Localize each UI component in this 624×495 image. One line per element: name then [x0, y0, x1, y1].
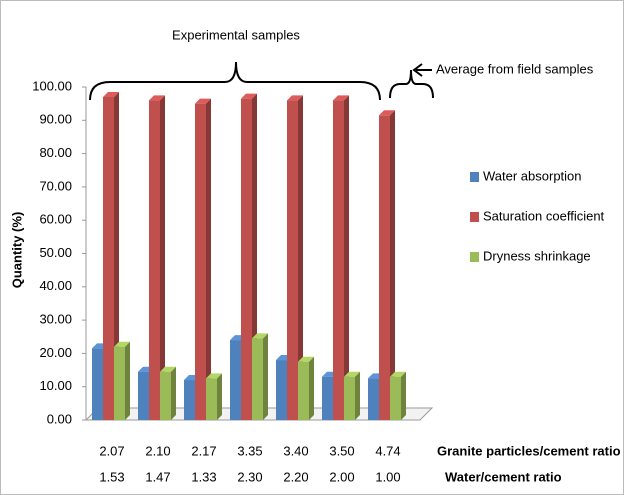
- bar-side: [217, 373, 222, 420]
- bar-top: [241, 93, 257, 99]
- bar: [114, 346, 125, 420]
- bar: [344, 376, 355, 420]
- bar: [333, 100, 344, 420]
- bar: [184, 380, 195, 420]
- x-tick-label: 2.10: [145, 443, 170, 458]
- legend-label: Water absorption: [483, 168, 582, 183]
- bar: [298, 361, 309, 420]
- bar-side: [309, 356, 314, 420]
- bar-top: [103, 91, 119, 97]
- bar: [230, 340, 241, 420]
- x-row-label: Granite particles/cement ratio: [437, 443, 621, 458]
- x-tick-label: 1.47: [145, 469, 170, 484]
- bar: [322, 376, 333, 420]
- bar: [241, 98, 252, 420]
- x-tick-label: 2.00: [329, 469, 354, 484]
- bar-top: [287, 95, 303, 101]
- bar-top: [149, 95, 165, 101]
- annotation: Average from field samples: [436, 61, 594, 76]
- x-tick-label: 2.07: [99, 443, 124, 458]
- y-tick-label: 0.00: [47, 411, 72, 426]
- y-tick-label: 10.00: [39, 378, 72, 393]
- x-tick-label: 3.40: [283, 443, 308, 458]
- bar: [92, 348, 103, 420]
- bar: [379, 115, 390, 421]
- bar: [287, 100, 298, 420]
- bar-top: [195, 98, 211, 104]
- x-row-label: Water/cement ratio: [445, 469, 562, 484]
- bar-side: [401, 371, 406, 420]
- x-tick-label: 2.30: [237, 469, 262, 484]
- y-tick-label: 60.00: [39, 212, 72, 227]
- bar-side: [171, 366, 176, 420]
- bar-top: [344, 371, 360, 377]
- bar-side: [390, 110, 395, 421]
- legend-label: Saturation coefficient: [483, 208, 605, 223]
- legend-swatch: [470, 172, 479, 182]
- bar-side: [125, 341, 130, 420]
- bar: [149, 100, 160, 420]
- bar-side: [114, 91, 119, 421]
- bar-top: [206, 373, 222, 379]
- y-tick-label: 50.00: [39, 245, 72, 260]
- x-tick-label: 3.35: [237, 443, 262, 458]
- annotation: Experimental samples: [172, 27, 300, 42]
- bar-top: [390, 371, 406, 377]
- y-tick-label: 40.00: [39, 278, 72, 293]
- legend-swatch: [470, 212, 479, 222]
- bar-top: [160, 366, 176, 372]
- bar: [160, 371, 171, 420]
- x-tick-label: 2.17: [191, 443, 216, 458]
- bar-side: [263, 333, 268, 420]
- bar-top: [333, 95, 349, 101]
- y-tick-label: 20.00: [39, 345, 72, 360]
- bar-top: [298, 356, 314, 362]
- x-tick-label: 4.74: [375, 443, 400, 458]
- y-tick-label: 100.00: [32, 78, 72, 93]
- bar-side: [344, 95, 349, 420]
- x-tick-label: 1.00: [375, 469, 400, 484]
- bracket: [389, 69, 434, 99]
- bar: [276, 360, 287, 420]
- bar-side: [206, 98, 211, 421]
- bar: [252, 338, 263, 420]
- y-tick-label: 70.00: [39, 178, 72, 193]
- y-tick-label: 80.00: [39, 145, 72, 160]
- bracket: [89, 61, 381, 101]
- bar-top: [252, 333, 268, 339]
- x-tick-label: 3.50: [329, 443, 354, 458]
- y-axis-title: Quantity (%): [9, 212, 24, 289]
- bar: [138, 371, 149, 420]
- bar: [206, 378, 217, 420]
- y-tick-label: 30.00: [39, 312, 72, 327]
- bar-side: [355, 371, 360, 420]
- bar: [368, 378, 379, 420]
- bar-top: [379, 110, 395, 116]
- x-tick-label: 2.20: [283, 469, 308, 484]
- y-tick-label: 90.00: [39, 112, 72, 127]
- bar: [103, 96, 114, 421]
- bar-side: [160, 95, 165, 420]
- bar-top: [114, 341, 130, 347]
- legend-swatch: [470, 252, 479, 262]
- bar-side: [298, 95, 303, 420]
- x-tick-label: 1.33: [191, 469, 216, 484]
- x-tick-label: 1.53: [99, 469, 124, 484]
- arrow: [412, 63, 432, 77]
- legend-label: Dryness shrinkage: [483, 248, 591, 263]
- bar: [390, 376, 401, 420]
- bar: [195, 103, 206, 421]
